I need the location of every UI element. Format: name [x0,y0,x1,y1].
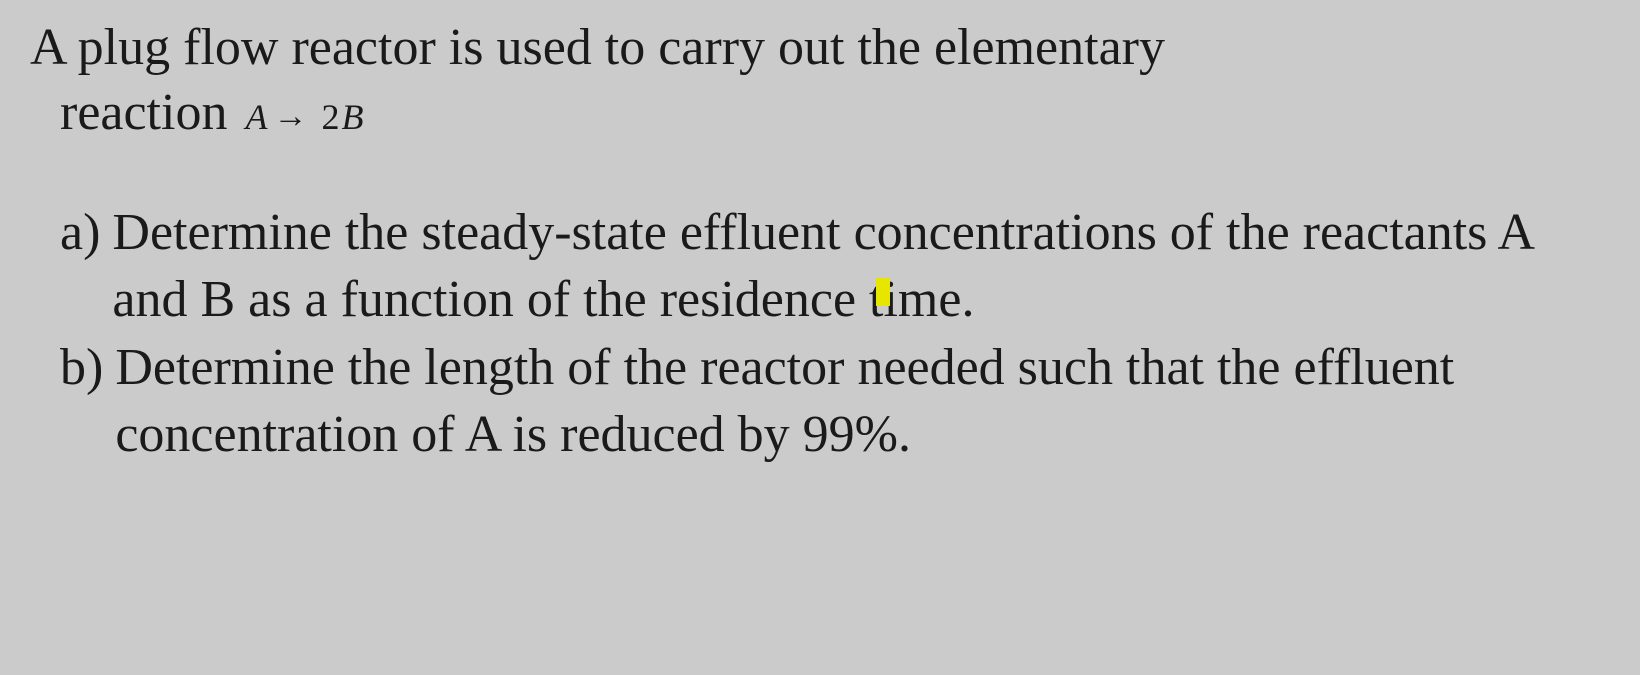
question-body: Determine the length of the reactor need… [115,335,1610,468]
reaction-prefix: reaction [60,80,227,145]
reaction-arrow: → [273,96,307,139]
problem-intro: A plug flow reactor is used to carry out… [30,15,1610,145]
question-item-a: a) Determine the steady-state effluent c… [60,200,1610,333]
highlight-cursor [876,278,890,306]
question-body: Determine the steady-state effluent conc… [112,200,1610,333]
question-list: a) Determine the steady-state effluent c… [30,200,1610,468]
product-species: B [341,95,363,140]
intro-line-2: reaction A → 2B [30,80,1610,145]
question-label: b) [60,335,103,402]
intro-line-1: A plug flow reactor is used to carry out… [30,15,1610,80]
question-item-b: b) Determine the length of the reactor n… [60,335,1610,468]
question-label: a) [60,200,100,267]
product-coefficient: 2 [321,95,339,140]
reaction-equation: A → 2B [245,95,363,141]
reactant-species: A [245,95,267,140]
